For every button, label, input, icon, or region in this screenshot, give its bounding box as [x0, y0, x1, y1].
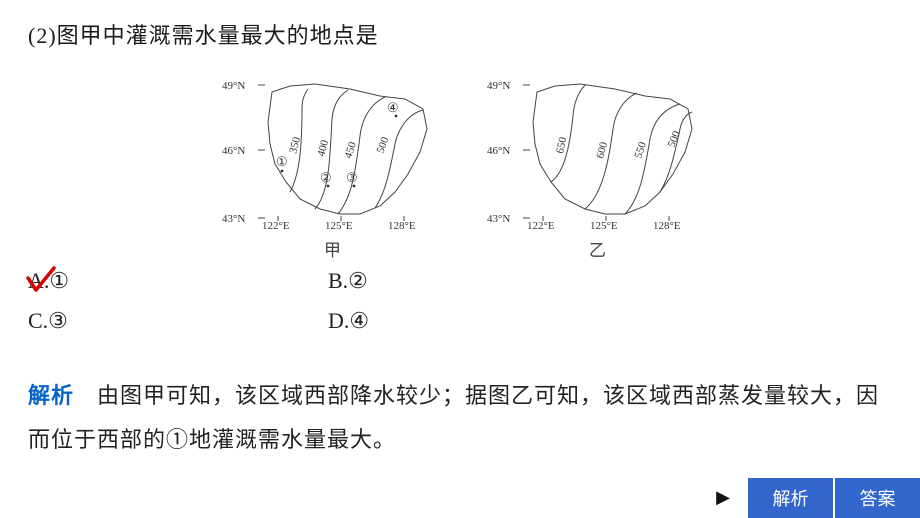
option-a[interactable]: A.① — [28, 268, 328, 294]
lat-label: 43°N — [487, 213, 510, 225]
explanation-label: 解析 — [28, 383, 74, 408]
map-jia: 49°N 46°N 43°N 122°E 125°E 128°E 350 400… — [220, 74, 445, 261]
map-point-4: ④ — [387, 100, 399, 115]
option-c[interactable]: C.③ — [28, 308, 328, 334]
contour-label: 500 — [375, 135, 392, 155]
map-yi-caption: 乙 — [485, 236, 710, 261]
lon-label: 122°E — [262, 220, 290, 229]
answer-button[interactable]: 答案 — [835, 478, 920, 518]
lat-label: 49°N — [487, 80, 510, 92]
map-point-1: ① — [276, 154, 288, 169]
map-yi: 49°N 46°N 43°N 122°E 125°E 128°E 650 600… — [485, 74, 710, 261]
contour-label: 500 — [666, 129, 683, 149]
bottom-toolbar: 解析 答案 — [746, 478, 920, 518]
options-block: A.① B.② C.③ D.④ — [28, 268, 628, 348]
option-d[interactable]: D.④ — [328, 308, 628, 334]
lat-label: 49°N — [222, 80, 245, 92]
contour-label: 600 — [594, 140, 610, 160]
lon-label: 125°E — [325, 220, 353, 229]
option-b[interactable]: B.② — [328, 268, 628, 294]
lat-label: 46°N — [487, 145, 510, 157]
question-text: (2)图甲中灌溉需水量最大的地点是 — [28, 18, 379, 50]
contour-label: 450 — [342, 140, 359, 160]
explanation-block: 解析 由图甲可知，该区域西部降水较少；据图乙可知，该区域西部蒸发量较大，因而位于… — [28, 374, 884, 462]
option-d-label: D.④ — [328, 308, 369, 333]
map-jia-caption: 甲 — [220, 236, 445, 261]
option-c-label: C.③ — [28, 308, 68, 333]
map-point-2: ② — [320, 170, 332, 185]
map-point-3: ③ — [346, 170, 358, 185]
lon-label: 128°E — [653, 220, 681, 229]
lat-label: 43°N — [222, 213, 245, 225]
lon-label: 122°E — [527, 220, 555, 229]
map-yi-svg: 49°N 46°N 43°N 122°E 125°E 128°E 650 600… — [485, 74, 710, 229]
analyze-button[interactable]: 解析 — [748, 478, 833, 518]
lat-label: 46°N — [222, 145, 245, 157]
option-b-label: B.② — [328, 268, 368, 293]
next-arrow-icon[interactable]: ▶ — [716, 487, 730, 508]
lon-label: 128°E — [388, 220, 416, 229]
map-jia-svg: 49°N 46°N 43°N 122°E 125°E 128°E 350 400… — [220, 74, 445, 229]
lon-label: 125°E — [590, 220, 618, 229]
explanation-text: 由图甲可知，该区域西部降水较少；据图乙可知，该区域西部蒸发量较大，因而位于西部的… — [28, 383, 879, 452]
map-figures: 49°N 46°N 43°N 122°E 125°E 128°E 350 400… — [220, 74, 710, 261]
option-a-label: A.① — [28, 268, 69, 293]
contour-label: 400 — [315, 138, 331, 158]
